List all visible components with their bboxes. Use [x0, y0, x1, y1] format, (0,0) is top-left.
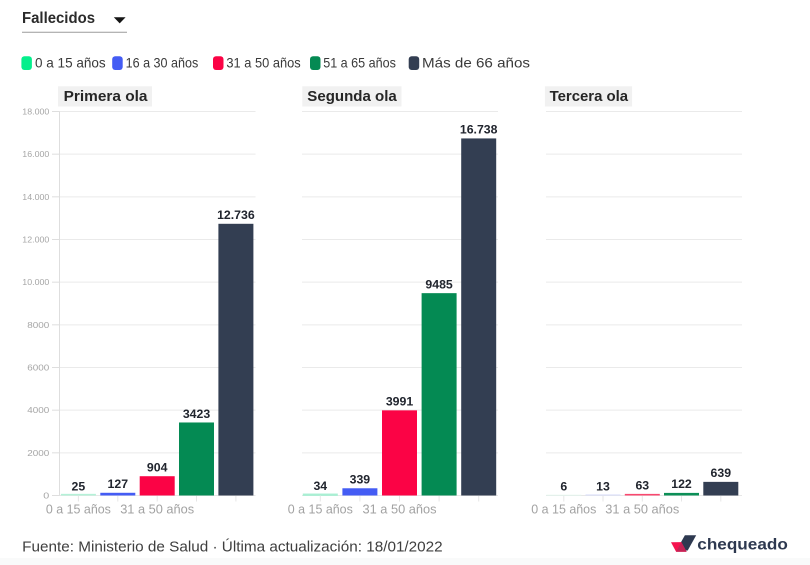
svg-text:chequeado: chequeado: [697, 537, 788, 554]
svg-text:904: 904: [147, 461, 168, 475]
svg-text:6000: 6000: [27, 363, 49, 373]
svg-text:639: 639: [711, 466, 732, 480]
svg-text:63: 63: [635, 478, 649, 492]
svg-text:0 a 15 años: 0 a 15 años: [46, 501, 111, 516]
svg-text:16 a 30 años: 16 a 30 años: [126, 56, 199, 71]
svg-text:31 a 50 años: 31 a 50 años: [120, 501, 194, 516]
svg-text:16.000: 16.000: [22, 149, 49, 159]
svg-text:0 a 15 años: 0 a 15 años: [35, 56, 106, 71]
svg-text:3991: 3991: [386, 395, 414, 409]
svg-text:18.000: 18.000: [22, 107, 49, 117]
svg-text:127: 127: [108, 477, 129, 491]
svg-text:6: 6: [560, 480, 567, 494]
svg-text:Tercera ola: Tercera ola: [550, 89, 629, 105]
svg-text:25: 25: [72, 479, 86, 493]
svg-text:Primera ola: Primera ola: [64, 89, 149, 105]
svg-text:16.738: 16.738: [460, 123, 498, 137]
svg-text:51 a 65 años: 51 a 65 años: [323, 56, 396, 71]
svg-text:3423: 3423: [183, 407, 211, 421]
svg-text:4000: 4000: [27, 405, 49, 415]
svg-text:9485: 9485: [425, 277, 453, 291]
svg-text:0 a 15 años: 0 a 15 años: [288, 501, 353, 516]
svg-text:339: 339: [350, 473, 371, 487]
svg-text:0: 0: [43, 491, 49, 501]
svg-text:12.736: 12.736: [217, 208, 255, 222]
svg-text:13: 13: [596, 480, 610, 494]
svg-text:Fallecidos: Fallecidos: [22, 10, 95, 27]
svg-text:Más de 66 años: Más de 66 años: [422, 56, 530, 71]
svg-text:14.000: 14.000: [22, 192, 49, 202]
svg-text:8000: 8000: [27, 320, 49, 330]
svg-text:34: 34: [313, 479, 327, 493]
svg-text:31 a 50 años: 31 a 50 años: [226, 56, 300, 71]
svg-text:2000: 2000: [27, 448, 49, 458]
svg-text:10.000: 10.000: [22, 277, 49, 287]
svg-text:122: 122: [671, 477, 692, 491]
svg-text:12.000: 12.000: [22, 235, 49, 245]
svg-text:31 a 50 años: 31 a 50 años: [363, 501, 437, 516]
svg-text:0 a 15 años: 0 a 15 años: [531, 501, 596, 516]
svg-text:Segunda ola: Segunda ola: [307, 89, 397, 105]
svg-text:31 a 50 años: 31 a 50 años: [605, 501, 679, 516]
svg-text:Fuente: Ministerio de Salud ·: Fuente: Ministerio de Salud · Última act…: [22, 539, 443, 556]
